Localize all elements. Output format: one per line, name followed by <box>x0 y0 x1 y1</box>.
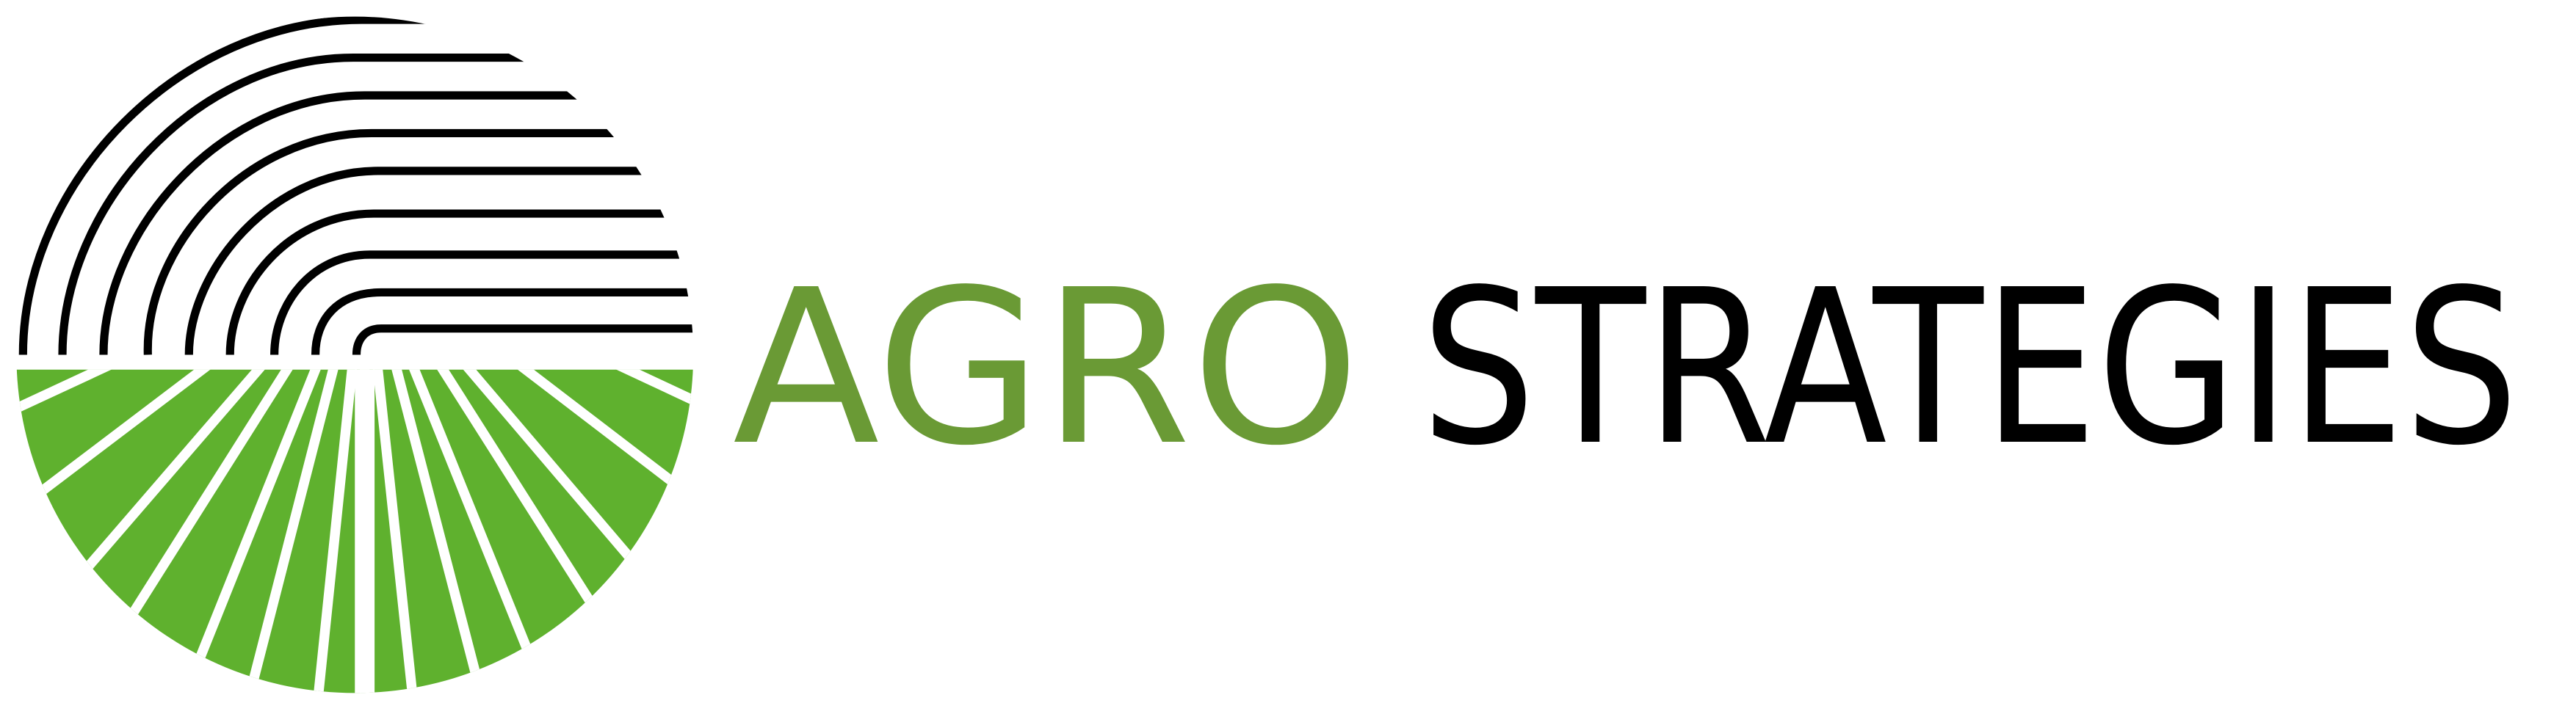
arc-lines <box>18 16 694 355</box>
brand-word-green: AGRO <box>733 244 1361 492</box>
brand-word-black: STRATEGIES <box>1421 244 2518 492</box>
